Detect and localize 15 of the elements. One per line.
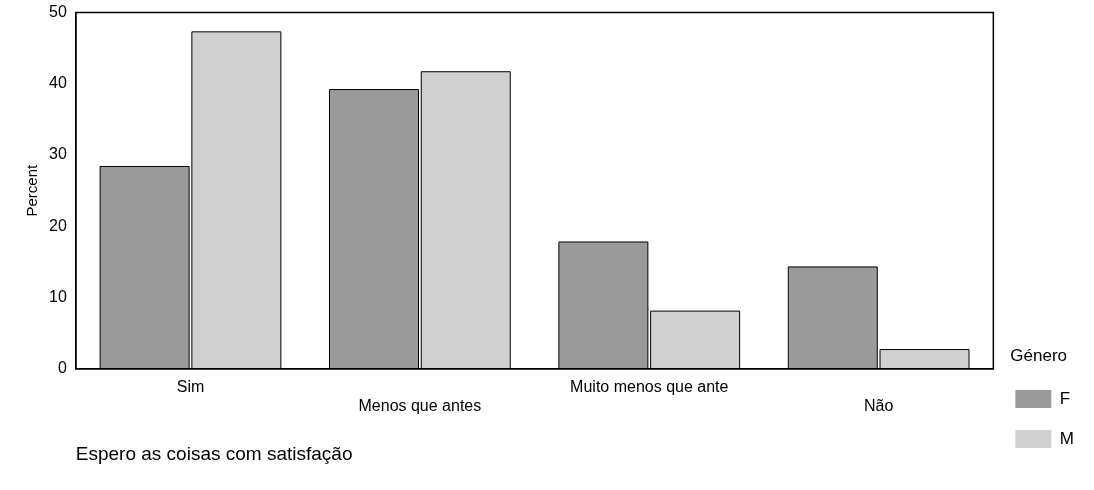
legend-label: M	[1059, 428, 1075, 448]
y-tick-label: 20	[49, 216, 67, 234]
x-tick-label: Sim	[176, 377, 205, 395]
legend-label: F	[1059, 388, 1071, 408]
y-tick-label: 30	[49, 145, 67, 163]
x-tick-label: Menos que antes	[358, 397, 482, 415]
y-axis-title: Percent	[23, 164, 41, 217]
y-tick-label: 10	[49, 287, 67, 305]
y-tick-label: 40	[49, 74, 67, 92]
x-tick-label: Não	[863, 397, 894, 415]
x-tick-label: Muito menos que ante	[570, 377, 729, 395]
y-tick-label: 50	[49, 3, 67, 21]
y-tick-label: 0	[57, 359, 67, 377]
legend-title: Género	[1010, 345, 1068, 365]
x-axis-title: Espero as coisas com satisfação	[75, 442, 353, 464]
